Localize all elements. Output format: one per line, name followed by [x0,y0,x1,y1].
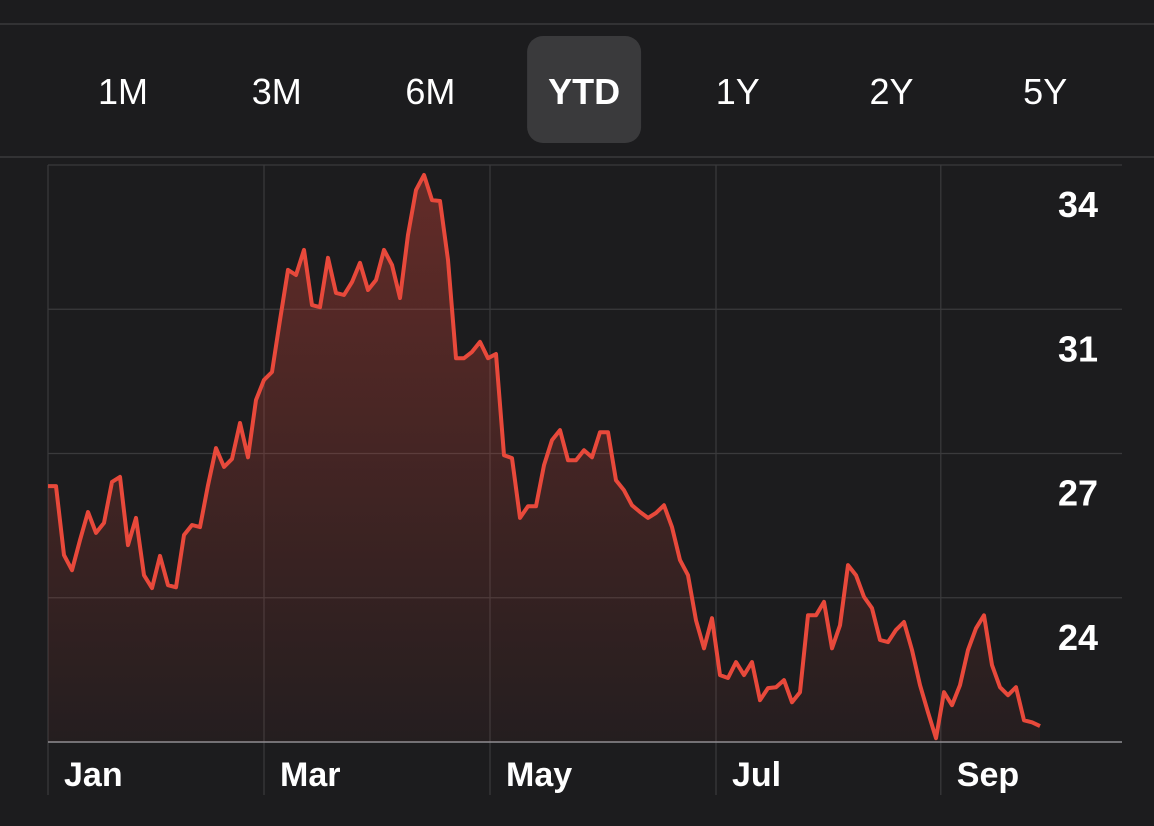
price-line [48,173,1041,741]
y-tick-label: 27 [1058,473,1098,514]
x-tick-label: May [506,756,572,794]
range-selector: 1M 3M 6M YTD 1Y 2Y 5Y [98,36,1067,143]
x-tick-label: Sep [957,756,1019,794]
area-fill [48,175,1040,742]
range-button[interactable]: 1Y [716,71,760,112]
x-tick-label: Jan [64,756,123,794]
range-button[interactable]: 2Y [869,71,913,112]
x-tick-label: Jul [732,756,781,794]
y-tick-label: 34 [1058,184,1098,225]
range-button-selected[interactable]: YTD [548,71,620,112]
x-tick-label: Mar [280,756,340,794]
selected-range-highlight [527,36,642,143]
plot-area: 34 31 27 24 Jan Mar May Jul Sep [47,164,1122,795]
range-button[interactable]: 6M [405,71,455,112]
range-button[interactable]: 5Y [1023,71,1067,112]
range-button[interactable]: 1M [98,71,148,112]
y-tick-label: 24 [1058,617,1098,658]
range-button[interactable]: 3M [252,71,302,112]
y-tick-label: 31 [1058,328,1098,369]
